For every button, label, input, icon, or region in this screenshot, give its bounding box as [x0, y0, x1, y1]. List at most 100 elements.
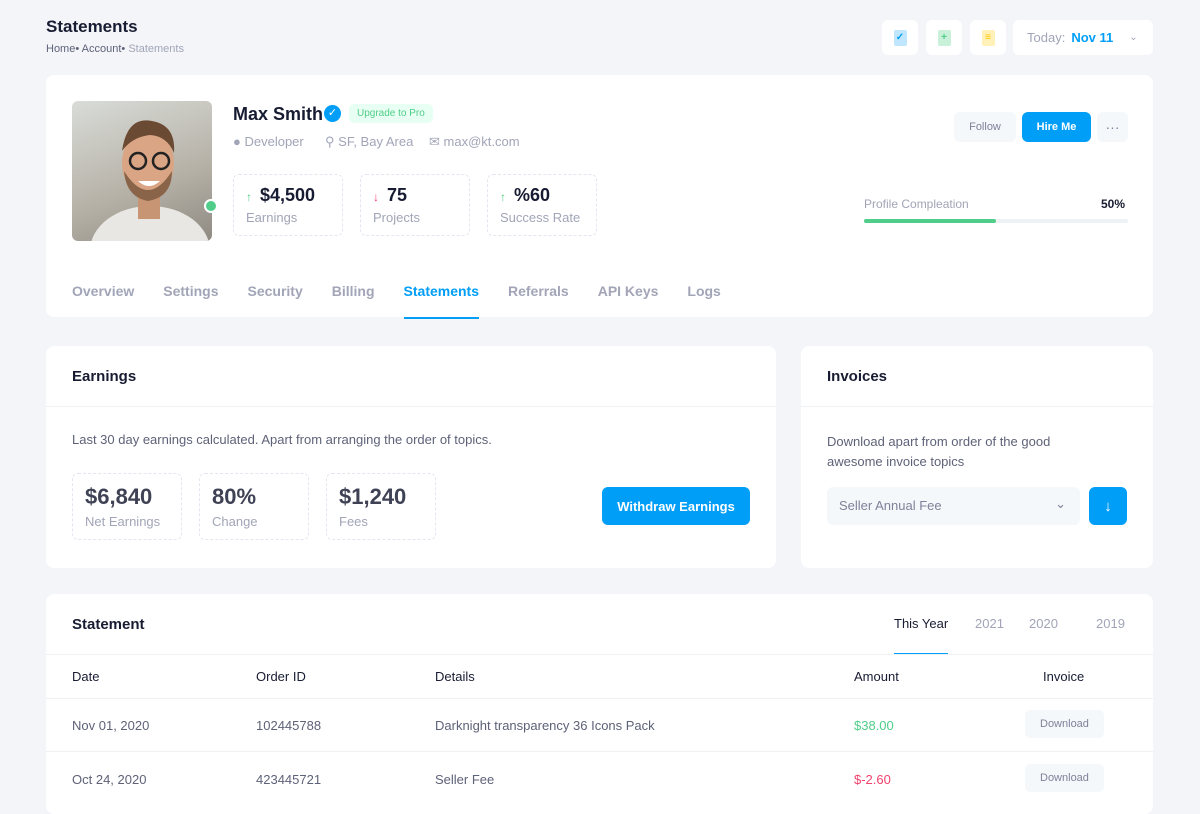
cell-date: Nov 01, 2020	[72, 718, 150, 733]
follow-button[interactable]: Follow	[954, 112, 1016, 142]
statement-card: Statement This Year 2021 2020 2019 Date …	[46, 594, 1153, 814]
withdraw-earnings-button[interactable]: Withdraw Earnings	[602, 487, 750, 525]
location-icon: ⚲	[325, 134, 335, 149]
cell-order-id: 423445721	[256, 772, 322, 787]
more-options-button[interactable]: ···	[1097, 112, 1128, 142]
stat-earnings: ↑ $4,500 Earnings	[233, 174, 343, 236]
download-button[interactable]: Download	[1025, 710, 1104, 738]
change: 80% Change	[199, 473, 309, 540]
user-icon: ●	[233, 134, 241, 149]
stat-label: Earnings	[246, 210, 298, 225]
arrow-up-icon: ↑	[246, 190, 252, 204]
label: Change	[212, 514, 258, 529]
stat-label: Projects	[373, 210, 420, 225]
role-text: Developer	[244, 134, 304, 149]
divider	[46, 654, 1153, 655]
year-tab-this-year[interactable]: This Year	[894, 616, 949, 655]
divider	[46, 406, 776, 407]
completion-label: Profile Compleation	[864, 197, 969, 211]
invoices-title: Invoices	[827, 368, 888, 385]
divider	[46, 751, 1153, 752]
breadcrumb-current: Statements	[128, 43, 184, 55]
earnings-title: Earnings	[72, 368, 137, 385]
file-add-button[interactable]: +	[926, 20, 962, 55]
value: $6,840	[85, 484, 153, 509]
profile-tabs: Overview Settings Security Billing Statement…	[72, 283, 721, 319]
cell-date: Oct 24, 2020	[72, 772, 147, 787]
profile-name[interactable]: Max Smith	[233, 104, 324, 124]
select-value: Seller Annual Fee	[839, 498, 942, 513]
label: Fees	[339, 514, 368, 529]
value: $1,240	[339, 484, 407, 509]
more-icon: ···	[1105, 119, 1120, 135]
year-tab-2019[interactable]: 2019	[1096, 616, 1125, 631]
tab-settings[interactable]: Settings	[163, 283, 219, 299]
location[interactable]: ⚲ SF, Bay Area	[325, 134, 413, 150]
year-tab-2020[interactable]: 2020	[1029, 616, 1058, 631]
file-add-icon: +	[937, 29, 951, 46]
arrow-down-icon: ↓	[1104, 497, 1112, 515]
cell-details: Darknight transparency 36 Icons Pack	[435, 718, 655, 733]
col-date: Date	[72, 669, 100, 684]
invoices-card: Invoices Download apart from order of th…	[801, 346, 1153, 568]
invoices-description: Download apart from order of the good aw…	[827, 434, 1051, 469]
cell-details: Seller Fee	[435, 772, 495, 787]
statement-title: Statement	[72, 616, 145, 633]
tab-statements[interactable]: Statements	[403, 283, 479, 319]
stat-projects: ↓ 75 Projects	[360, 174, 470, 236]
hire-me-button[interactable]: Hire Me	[1022, 112, 1091, 142]
mail-icon: ✉	[429, 134, 440, 149]
divider	[801, 406, 1153, 407]
date-value: Nov 11	[1071, 30, 1114, 45]
earnings-description: Last 30 day earnings calculated. Apart f…	[72, 432, 492, 447]
date-picker[interactable]: Today: Nov 11 ⌄	[1013, 20, 1153, 55]
breadcrumb-home[interactable]: Home	[46, 43, 76, 55]
value: 80%	[212, 484, 257, 509]
online-status-dot	[204, 199, 218, 213]
email[interactable]: ✉ max@kt.com	[429, 134, 520, 150]
col-invoice: Invoice	[1043, 669, 1085, 684]
breadcrumb: Home• Account• Statements	[46, 43, 184, 55]
tab-billing[interactable]: Billing	[331, 283, 375, 299]
completion-value: 50%	[1101, 197, 1126, 211]
completion-bar	[864, 219, 1128, 223]
tab-security[interactable]: Security	[247, 283, 303, 299]
col-amount: Amount	[854, 669, 899, 684]
chevron-down-icon: ⌄	[1055, 496, 1066, 511]
col-details: Details	[435, 669, 475, 684]
label: Net Earnings	[85, 514, 161, 529]
upgrade-badge[interactable]: Upgrade to Pro	[349, 104, 433, 123]
year-tab-2021[interactable]: 2021	[975, 616, 1004, 631]
breadcrumb-account[interactable]: Account	[81, 43, 122, 55]
avatar	[72, 101, 212, 241]
download-button[interactable]: Download	[1025, 764, 1104, 792]
earnings-card: Earnings Last 30 day earnings calculated…	[46, 346, 776, 568]
stat-value: 75	[387, 185, 408, 205]
tab-logs[interactable]: Logs	[687, 283, 721, 299]
file-check-button[interactable]: ✓	[882, 20, 918, 55]
file-text-icon: ≡	[981, 29, 995, 46]
col-order-id: Order ID	[256, 669, 306, 684]
tab-api-keys[interactable]: API Keys	[597, 283, 659, 299]
verified-icon: ✓	[324, 105, 341, 122]
fees: $1,240 Fees	[326, 473, 436, 540]
stat-value: %60	[514, 185, 551, 205]
role[interactable]: ● Developer	[233, 134, 304, 149]
invoice-select[interactable]: Seller Annual Fee ⌄	[827, 487, 1080, 525]
profile-card: Max Smith ✓ Upgrade to Pro ● Developer ⚲…	[46, 75, 1153, 319]
download-invoice-button[interactable]: ↓	[1089, 487, 1127, 525]
stat-value: $4,500	[260, 185, 316, 205]
cell-amount: $-2.60	[854, 772, 891, 787]
arrow-down-icon: ↓	[373, 190, 379, 204]
tab-referrals[interactable]: Referrals	[508, 283, 569, 299]
page-title: Statements	[46, 17, 138, 36]
stat-label: Success Rate	[500, 210, 581, 225]
tab-overview[interactable]: Overview	[72, 283, 135, 299]
chevron-down-icon: ⌄	[1129, 32, 1138, 43]
divider	[46, 698, 1153, 699]
date-label: Today:	[1027, 30, 1066, 45]
completion-bar-fill	[864, 219, 996, 223]
file-text-button[interactable]: ≡	[970, 20, 1006, 55]
email-text: max@kt.com	[443, 134, 520, 149]
cell-amount: $38.00	[854, 718, 894, 733]
